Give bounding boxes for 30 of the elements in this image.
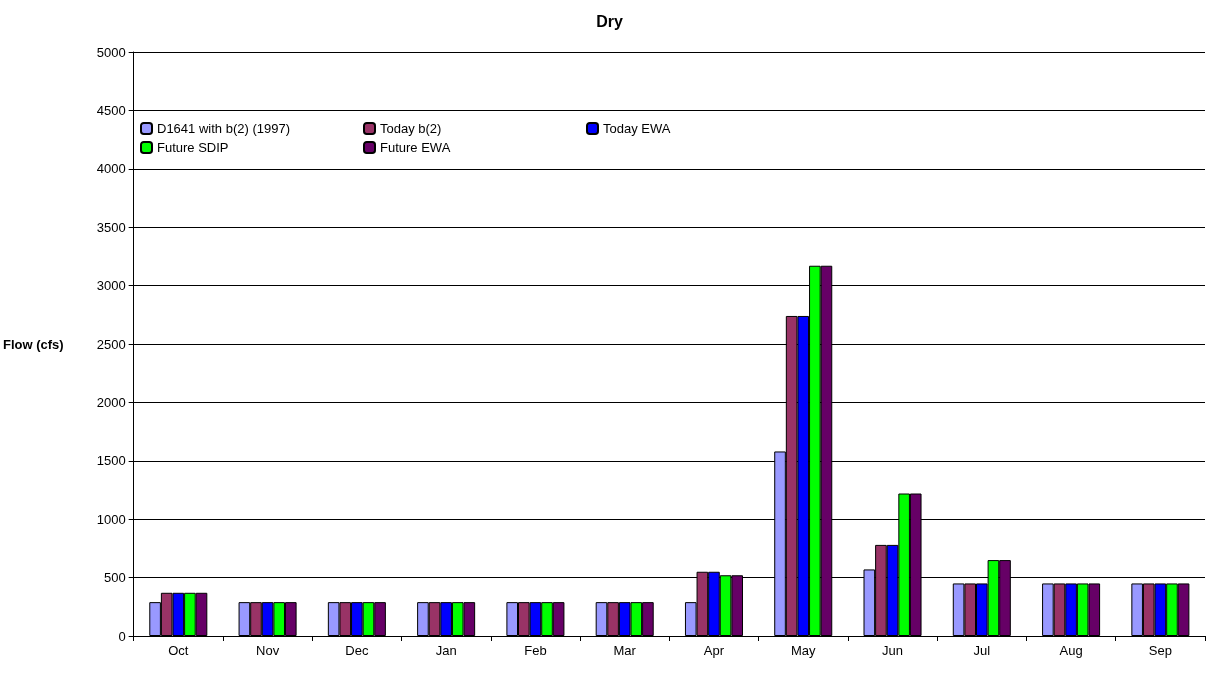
chart-title: Dry <box>596 12 623 30</box>
x-tick-label: May <box>790 643 817 658</box>
legend-label: Future SDIP <box>157 140 229 155</box>
x-tick-label: Dec <box>345 643 369 658</box>
x-tick-label: Mar <box>613 643 637 658</box>
y-tick-label: 3500 <box>96 219 126 235</box>
y-tick-label: 3000 <box>96 278 126 294</box>
x-tick-label: Jun <box>882 643 904 658</box>
legend-label: Today EWA <box>603 121 671 136</box>
x-tick-label: Nov <box>256 643 280 658</box>
y-tick-label: 4500 <box>96 102 126 118</box>
legend-label: D1641 with b(2) (1997) <box>157 121 290 136</box>
y-tick-label: 1500 <box>96 453 126 469</box>
x-tick-label: Oct <box>168 643 189 658</box>
legend-label: Today b(2) <box>380 121 442 136</box>
y-tick-label: 2000 <box>96 394 126 410</box>
y-tick-label: 5000 <box>96 44 126 60</box>
x-tick-label: Sep <box>1148 643 1172 658</box>
x-tick-label: Jan <box>435 643 457 658</box>
y-tick-label: 0 <box>118 628 126 644</box>
y-tick-label: 2500 <box>96 336 126 352</box>
y-tick-label: 500 <box>103 570 126 586</box>
x-tick-label: Aug <box>1059 643 1083 658</box>
y-tick-label: 1000 <box>96 511 126 527</box>
x-tick-label: Jul <box>973 643 991 658</box>
y-tick-label: 4000 <box>96 161 126 177</box>
x-tick-label: Apr <box>703 643 725 658</box>
legend-label: Future EWA <box>380 140 451 155</box>
y-axis-title: Flow (cfs) <box>2 336 64 352</box>
x-tick-label: Feb <box>524 643 547 658</box>
